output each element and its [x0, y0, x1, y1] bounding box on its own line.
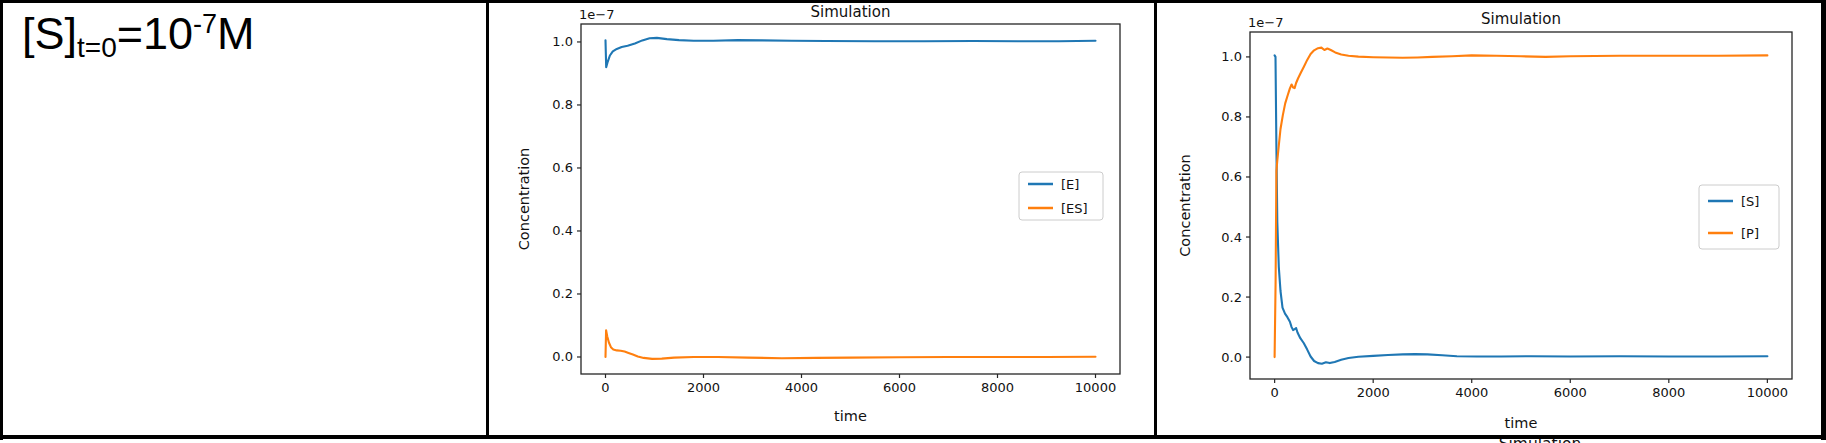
clipped-title-text: Simulation	[1475, 439, 1605, 443]
y-tick-label: 0.4	[552, 223, 573, 238]
initial-substrate-concentration-label: [S]t=0=10-7M	[22, 8, 255, 64]
x-tick-label: 2000	[1357, 385, 1390, 400]
formula-suffix: M	[217, 8, 255, 59]
chart-title: Simulation	[811, 3, 891, 21]
y-tick-label: 0.4	[1221, 230, 1242, 245]
formula-subscript: t=0	[77, 32, 117, 63]
formula-superscript: -7	[193, 9, 217, 39]
substrate-product-simulation-chart: 0 2000 4000 6000 8000 10000 0.0 0.2 0.4 0.6 0.8 1.0…	[1156, 0, 1826, 443]
x-tick-label: 10000	[1747, 385, 1788, 400]
legend-label: [S]	[1741, 194, 1759, 209]
y-axis-label: Concentration	[1177, 154, 1193, 257]
next-row-clipped-title: Simulation	[1475, 439, 1605, 443]
x-tick-label: 4000	[1455, 385, 1488, 400]
x-tick-label: 4000	[785, 380, 818, 395]
simulation-plot: 0 2000 4000 6000 8000 10000 0.0 0.2 0.4 0.6 0.8 1.0…	[1156, 0, 1826, 443]
series-line-s	[1275, 55, 1768, 363]
legend-label: [E]	[1061, 177, 1079, 192]
series-line-es	[606, 330, 1096, 359]
x-tick-label: 8000	[1652, 385, 1685, 400]
enzyme-es-simulation-chart: 0 2000 4000 6000 8000 10000 0.0 0.2 0.4 0.6 0.8 1.0…	[489, 0, 1157, 443]
y-axis-offset-label: 1e−7	[579, 7, 614, 22]
formula-base: [S]	[22, 8, 77, 59]
x-tick-label: 0	[601, 380, 609, 395]
y-tick-label: 0.8	[1221, 109, 1242, 124]
y-tick-label: 1.0	[1221, 49, 1242, 64]
document-page: [S]t=0=10-7M 02000400060008000100000.00.…	[0, 0, 1826, 443]
y-tick-label: 1.0	[552, 34, 573, 49]
x-tick-label: 0	[1270, 385, 1278, 400]
y-axis-label: Concentration	[516, 148, 532, 251]
legend-label: [ES]	[1061, 201, 1088, 216]
y-axis-offset-label: 1e−7	[1248, 15, 1283, 30]
chart-title: Simulation	[1481, 10, 1561, 28]
y-tick-label: 0.0	[1221, 350, 1242, 365]
x-tick-label: 6000	[1554, 385, 1587, 400]
y-tick-label: 0.6	[552, 160, 573, 175]
y-tick-label: 0.2	[1221, 290, 1242, 305]
y-tick-label: 0.2	[552, 286, 573, 301]
formula-mid: =10	[117, 8, 193, 59]
x-axis-label: time	[834, 408, 867, 424]
y-tick-label: 0.0	[552, 349, 573, 364]
legend-label: [P]	[1741, 226, 1759, 241]
x-tick-label: 6000	[883, 380, 916, 395]
series-line-p	[1275, 48, 1768, 358]
x-tick-label: 2000	[687, 380, 720, 395]
table-border-left	[0, 0, 3, 440]
y-tick-label: 0.8	[552, 97, 573, 112]
simulation-plot: 0 2000 4000 6000 8000 10000 0.0 0.2 0.4 0.6 0.8 1.0…	[489, 0, 1157, 443]
legend-box	[1699, 185, 1779, 249]
y-tick-label: 0.6	[1221, 169, 1242, 184]
x-tick-label: 8000	[981, 380, 1014, 395]
series-line-e	[606, 38, 1096, 67]
x-tick-label: 10000	[1075, 380, 1116, 395]
x-axis-label: time	[1505, 415, 1538, 431]
